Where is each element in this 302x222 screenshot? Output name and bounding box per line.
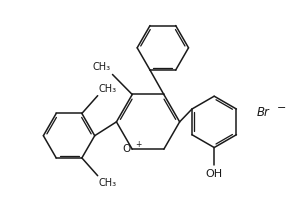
Text: −: −	[276, 103, 286, 113]
Text: +: +	[135, 140, 141, 149]
Text: CH₃: CH₃	[92, 61, 111, 71]
Text: CH₃: CH₃	[99, 84, 117, 94]
Text: O: O	[122, 144, 130, 154]
Text: CH₃: CH₃	[99, 178, 117, 188]
Text: OH: OH	[206, 169, 223, 179]
Text: Br: Br	[257, 107, 270, 119]
